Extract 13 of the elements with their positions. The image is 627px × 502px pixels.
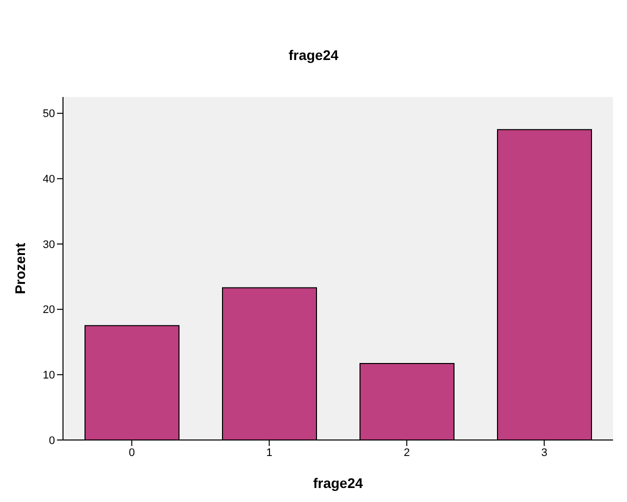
x-tick-label: 0 (128, 446, 135, 459)
y-tick-label: 20 (42, 304, 55, 316)
y-tick-label: 30 (42, 238, 55, 251)
y-tick-label: 0 (48, 434, 55, 447)
x-tick-label: 2 (404, 446, 410, 459)
y-tick-label: 40 (42, 174, 55, 186)
x-tick-label: 3 (541, 446, 548, 459)
y-axis-title: Prozent (12, 242, 28, 294)
x-axis-title: frage24 (313, 475, 364, 491)
x-tick-label: 1 (266, 446, 272, 459)
y-tick-label: 10 (42, 370, 55, 382)
chart-title: frage24 (288, 47, 340, 63)
y-tick-label: 50 (42, 108, 55, 120)
